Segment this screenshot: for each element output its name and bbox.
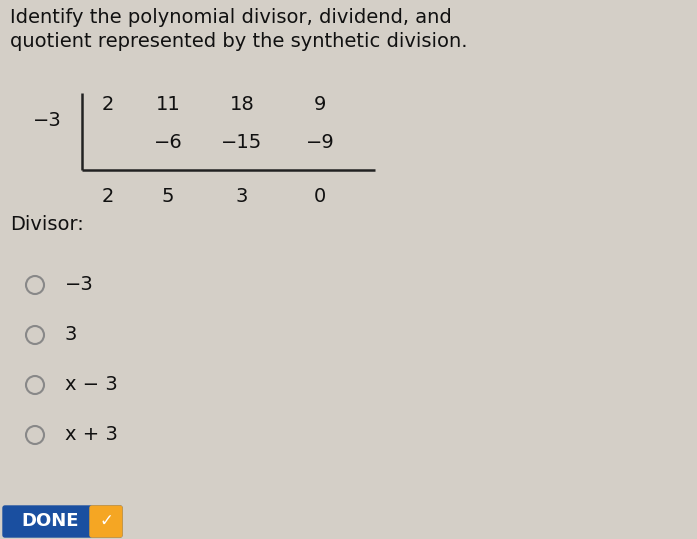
Text: 9: 9 — [314, 95, 326, 114]
Text: 0: 0 — [314, 186, 326, 205]
Text: x − 3: x − 3 — [65, 376, 118, 395]
Text: 3: 3 — [236, 186, 248, 205]
Text: 2: 2 — [102, 186, 114, 205]
Text: ✓: ✓ — [99, 512, 113, 530]
Text: quotient represented by the synthetic division.: quotient represented by the synthetic di… — [10, 32, 468, 51]
Text: 18: 18 — [229, 95, 254, 114]
Text: −3: −3 — [65, 275, 94, 294]
Text: Divisor:: Divisor: — [10, 215, 84, 234]
Text: 5: 5 — [162, 186, 174, 205]
Text: 2: 2 — [102, 95, 114, 114]
FancyBboxPatch shape — [90, 506, 122, 537]
Text: −3: −3 — [33, 110, 61, 129]
Text: Identify the polynomial divisor, dividend, and: Identify the polynomial divisor, dividen… — [10, 8, 452, 27]
Text: 3: 3 — [65, 326, 77, 344]
Text: DONE: DONE — [21, 512, 79, 530]
Text: −9: −9 — [305, 134, 335, 153]
Text: 11: 11 — [155, 95, 181, 114]
FancyBboxPatch shape — [3, 506, 122, 537]
Text: −6: −6 — [153, 134, 183, 153]
Text: x + 3: x + 3 — [65, 425, 118, 445]
Text: −15: −15 — [222, 134, 263, 153]
